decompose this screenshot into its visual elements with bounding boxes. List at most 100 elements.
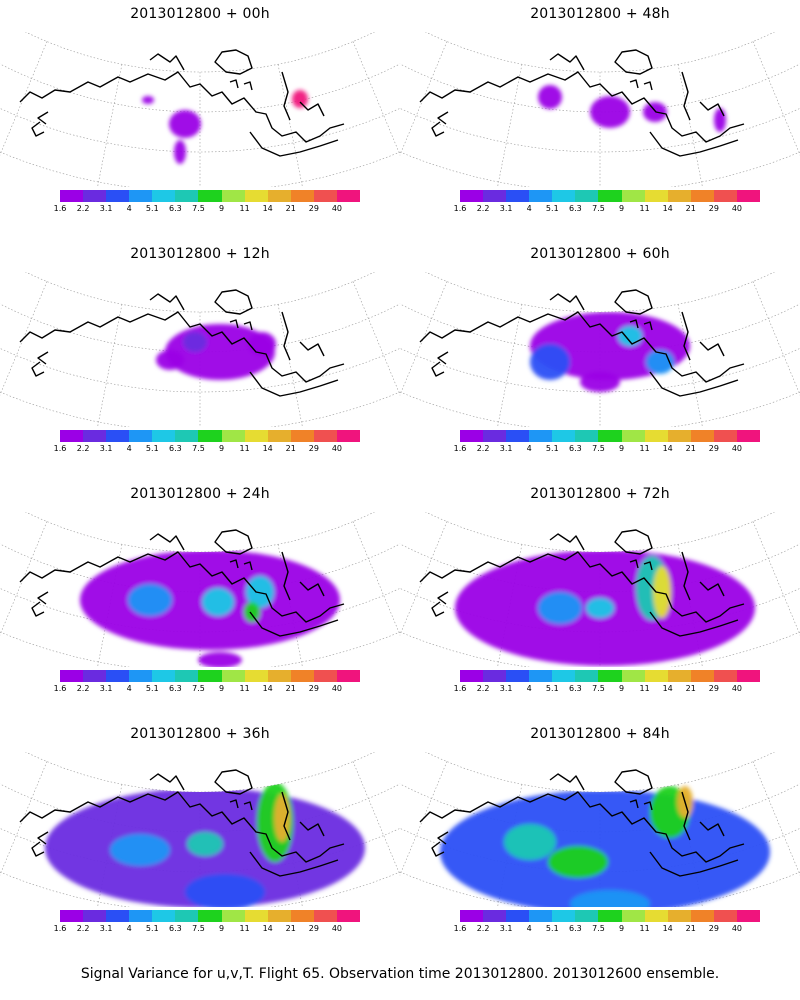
colorbar-segment	[336, 910, 361, 922]
colorbar-segment	[336, 670, 361, 682]
colorbar-segment	[198, 910, 222, 922]
panel-title: 2013012800 + 72h	[530, 486, 670, 502]
colorbar-segment	[483, 190, 507, 202]
colorbar-tick-label: 9	[618, 444, 625, 453]
colorbar-segment	[483, 430, 507, 442]
colorbar-segment	[667, 910, 691, 922]
forecast-panel: 2013012800 + 84h 1.6 2.2 3.1 4 5.1 6.3 7.5 9 11 14…	[400, 720, 800, 960]
colorbar-segment	[129, 430, 153, 442]
colorbar-tick-label: 21	[685, 924, 696, 933]
colorbar-tick-label: 2.2	[76, 684, 90, 693]
colorbar-tick-label: 3.1	[499, 924, 513, 933]
colorbar-tick-label: 40	[731, 204, 743, 213]
colorbar-tick-label: 11	[639, 204, 650, 213]
colorbar-tick-label: 2.2	[76, 924, 90, 933]
colorbar-tick-label: 7.5	[592, 204, 605, 213]
colorbar-labels: 1.6 2.2 3.1 4 5.1 6.3 7.5 9 11 14 21 29 40	[454, 204, 760, 214]
colorbar-segment	[129, 910, 153, 922]
colorbar-segment	[152, 190, 176, 202]
variance-contour	[142, 96, 154, 104]
colorbar-tick-label: 40	[331, 204, 343, 213]
colorbar-segment	[644, 670, 668, 682]
colorbar-segment	[644, 430, 668, 442]
colorbar-tick-label: 2.2	[476, 444, 490, 453]
variance-contour	[653, 566, 671, 618]
colorbar-tick-label: 5.1	[145, 444, 159, 453]
colorbar-tick-label: 14	[262, 684, 273, 693]
colorbar-segment	[529, 910, 553, 922]
colorbar-segment	[621, 670, 645, 682]
variance-contour	[643, 102, 667, 122]
forecast-panel: 2013012800 + 00h 1.6 2.2 3.1 4 5.1 6.3 7.5 9 11 14…	[0, 0, 400, 240]
colorbar-segment	[690, 430, 714, 442]
panel-title: 2013012800 + 60h	[530, 246, 670, 262]
colorbar-segment	[460, 430, 484, 442]
polar-map	[400, 272, 800, 427]
colorbar-segment	[60, 190, 84, 202]
colorbar-tick-label: 11	[239, 924, 250, 933]
colorbar-labels: 1.6 2.2 3.1 4 5.1 6.3 7.5 9 11 14 21 29 40	[54, 924, 360, 934]
colorbar-segment	[506, 910, 530, 922]
colorbar-segment	[129, 190, 153, 202]
colorbar-segment	[575, 190, 599, 202]
colorbar-segment	[621, 190, 645, 202]
colorbar-segment	[621, 430, 645, 442]
colorbar-tick-label: 1.6	[53, 204, 67, 213]
variance-contour	[538, 592, 582, 624]
colorbar-segment	[336, 430, 361, 442]
variance-contour	[538, 85, 562, 109]
colorbar-segment	[83, 190, 107, 202]
forecast-panel: 2013012800 + 12h 1.6 2.2 3.1 4 5.1 6.3 7.5 9 11 14…	[0, 240, 400, 480]
colorbar-tick-label: 14	[262, 924, 273, 933]
colorbar-tick-label: 21	[285, 684, 296, 693]
colorbar-tick-label: 4	[126, 204, 132, 213]
colorbar-tick-label: 4	[126, 444, 132, 453]
colorbar	[460, 910, 761, 922]
colorbar-tick-label: 2.2	[76, 204, 90, 213]
colorbar-tick-label: 1.6	[453, 444, 467, 453]
variance-contour	[244, 602, 260, 622]
variance-contour	[292, 90, 308, 108]
variance-contour	[202, 588, 234, 616]
variance-contour	[187, 832, 223, 856]
colorbar-tick-label: 2.2	[476, 204, 490, 213]
colorbar-segment	[644, 190, 668, 202]
colorbar-segment	[152, 670, 176, 682]
colorbar-segment	[152, 430, 176, 442]
colorbar-segment	[152, 910, 176, 922]
colorbar-tick-label: 9	[218, 684, 225, 693]
colorbar-segment	[175, 430, 199, 442]
panel-title: 2013012800 + 24h	[130, 486, 270, 502]
colorbar-segment	[83, 670, 107, 682]
colorbar-segment	[598, 430, 622, 442]
colorbar-tick-label: 29	[708, 924, 719, 933]
polar-map	[0, 272, 400, 427]
colorbar-segment	[198, 670, 222, 682]
colorbar-segment	[552, 670, 576, 682]
colorbar-segment	[175, 670, 199, 682]
colorbar-tick-label: 6.3	[569, 684, 582, 693]
figure-caption: Signal Variance for u,v,T. Flight 65. Ob…	[80, 966, 720, 982]
colorbar-tick-label: 29	[708, 204, 719, 213]
colorbar-tick-label: 9	[218, 204, 225, 213]
colorbar-segment	[267, 430, 291, 442]
variance-contour	[440, 790, 770, 907]
variance-contour	[714, 108, 726, 132]
colorbar-segment	[175, 190, 199, 202]
colorbar-labels: 1.6 2.2 3.1 4 5.1 6.3 7.5 9 11 14 21 29 40	[454, 924, 760, 934]
colorbar-segment	[129, 670, 153, 682]
forecast-panel: 2013012800 + 36h 1.6 2.2 3.1 4 5.1 6.3 7.5 9 11 14…	[0, 720, 400, 960]
variance-contour	[156, 350, 184, 370]
colorbar-tick-label: 5.1	[545, 924, 559, 933]
colorbar	[60, 430, 361, 442]
colorbar-tick-label: 29	[308, 684, 319, 693]
colorbar-labels: 1.6 2.2 3.1 4 5.1 6.3 7.5 9 11 14 21 29 40	[54, 204, 360, 214]
colorbar-segment	[713, 190, 737, 202]
colorbar-tick-label: 2.2	[476, 924, 490, 933]
colorbar-tick-label: 9	[218, 924, 225, 933]
colorbar-segment	[713, 670, 737, 682]
colorbar-tick-label: 40	[731, 924, 743, 933]
colorbar-segment	[60, 670, 84, 682]
variance-contour	[504, 824, 556, 860]
colorbar-segment	[506, 670, 530, 682]
